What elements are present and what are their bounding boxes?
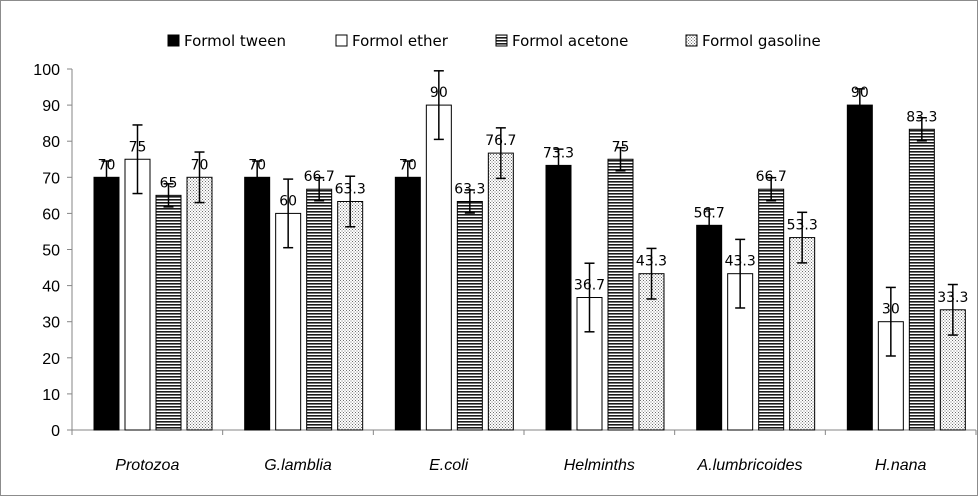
bar bbox=[607, 158, 634, 431]
bar bbox=[394, 176, 421, 431]
data-label: 43.3 bbox=[725, 254, 756, 270]
bar bbox=[456, 200, 483, 431]
y-tick-label: 20 bbox=[42, 351, 60, 368]
legend-swatch bbox=[685, 34, 698, 47]
bar bbox=[789, 237, 816, 431]
data-label: 30 bbox=[882, 302, 900, 318]
bar bbox=[846, 104, 873, 431]
data-label: 70 bbox=[248, 157, 266, 173]
category-label: G.lamblia bbox=[264, 457, 332, 474]
bar bbox=[275, 212, 302, 431]
bar bbox=[155, 194, 182, 431]
data-label: 76.7 bbox=[485, 133, 516, 149]
bar bbox=[244, 176, 271, 431]
y-tick-label: 100 bbox=[33, 62, 60, 79]
data-label: 70 bbox=[399, 157, 417, 173]
legend-label: Formol gasoline bbox=[702, 32, 821, 50]
category-label: Protozoa bbox=[115, 457, 179, 474]
legend-swatch bbox=[495, 34, 508, 47]
bar bbox=[908, 128, 935, 431]
bar bbox=[306, 188, 333, 431]
data-label: 56.7 bbox=[694, 205, 725, 221]
y-tick-label: 60 bbox=[42, 206, 60, 223]
data-label: 75 bbox=[612, 139, 630, 155]
bar bbox=[939, 309, 966, 431]
data-label: 70 bbox=[191, 157, 209, 173]
category-label: Helminths bbox=[564, 457, 635, 474]
bar bbox=[124, 158, 151, 431]
data-label: 75 bbox=[129, 139, 147, 155]
bar bbox=[93, 176, 120, 431]
bar bbox=[758, 188, 785, 431]
y-tick-label: 40 bbox=[42, 279, 60, 296]
bar bbox=[186, 176, 213, 431]
bar bbox=[487, 152, 514, 431]
data-label: 83.3 bbox=[906, 109, 937, 125]
bar bbox=[337, 200, 364, 431]
axes: 0 10 20 30 40 50 60 70 80 90 100 Protozoa G.lamblia E… bbox=[33, 62, 977, 474]
category-label: A.lumbricoides bbox=[697, 457, 803, 474]
data-label: 36.7 bbox=[574, 278, 605, 294]
data-label: 70 bbox=[98, 157, 116, 173]
legend-label: Formol ether bbox=[352, 32, 449, 50]
data-label: 60 bbox=[279, 193, 297, 209]
data-label: 90 bbox=[430, 85, 448, 101]
y-tick-label: 10 bbox=[42, 387, 60, 404]
bar bbox=[425, 104, 452, 431]
y-tick-label: 0 bbox=[51, 423, 60, 440]
category-label: H.nana bbox=[875, 457, 927, 474]
legend-swatch bbox=[167, 34, 180, 47]
legend: Formol tween Formol ether Formol acetone Fo… bbox=[167, 32, 821, 50]
y-tick-label: 50 bbox=[42, 243, 60, 260]
data-label: 66.7 bbox=[756, 169, 787, 185]
data-label: 53.3 bbox=[787, 218, 818, 234]
data-label: 73.3 bbox=[543, 145, 574, 161]
bar bbox=[696, 224, 723, 431]
data-label: 33.3 bbox=[937, 290, 968, 306]
y-tick-label: 80 bbox=[42, 134, 60, 151]
data-label: 43.3 bbox=[636, 254, 667, 270]
y-tick-label: 70 bbox=[42, 170, 60, 187]
data-label: 90 bbox=[851, 85, 869, 101]
legend-label: Formol acetone bbox=[512, 32, 628, 50]
legend-label: Formol tween bbox=[184, 32, 286, 50]
legend-swatch bbox=[335, 34, 348, 47]
y-tick-label: 30 bbox=[42, 315, 60, 332]
bar bbox=[545, 164, 572, 431]
data-label: 65 bbox=[160, 175, 178, 191]
data-label: 63.3 bbox=[454, 181, 485, 197]
bar bbox=[638, 273, 665, 431]
y-tick-label: 90 bbox=[42, 98, 60, 115]
data-label: 63.3 bbox=[335, 181, 366, 197]
category-label: E.coli bbox=[429, 457, 469, 474]
bars bbox=[93, 70, 966, 431]
data-label: 66.7 bbox=[304, 169, 335, 185]
